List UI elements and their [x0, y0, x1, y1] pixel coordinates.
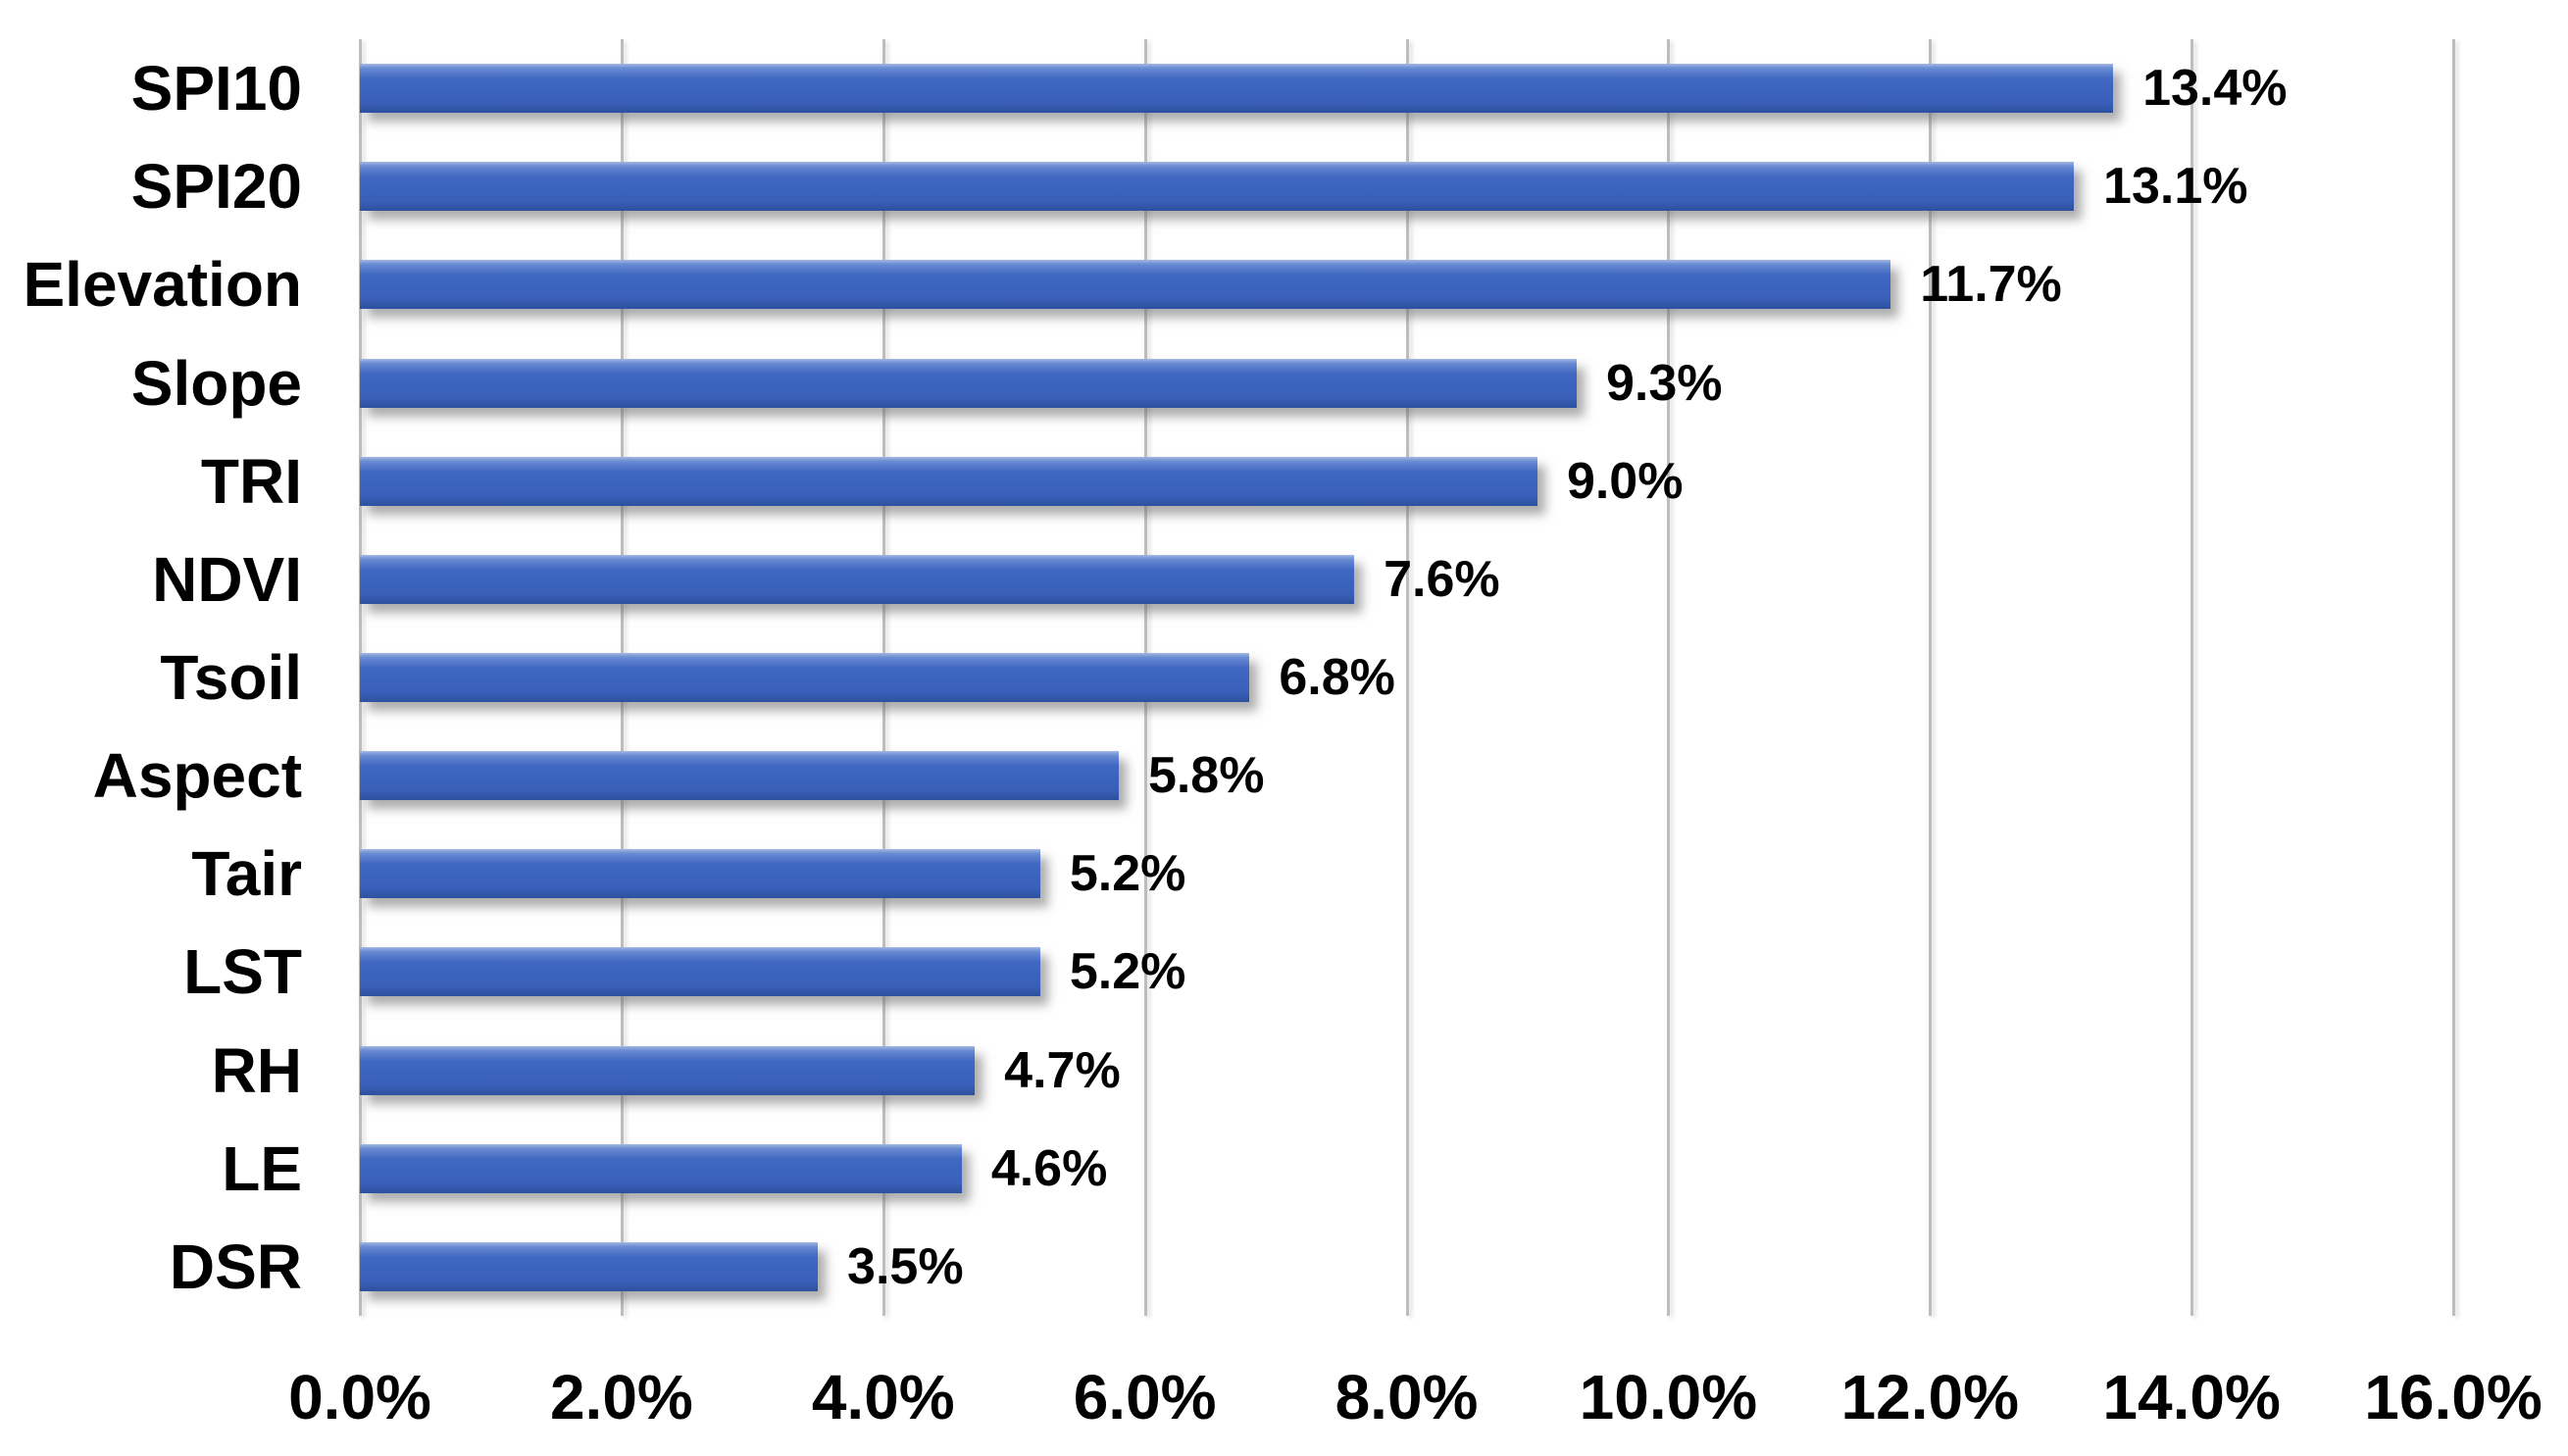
x-tick-label: 4.0%	[811, 1362, 955, 1432]
x-axis: 0.0% 2.0% 4.0% 6.0% 8.0% 10.0% 12.0% 14.0% 16.0%	[288, 1347, 2543, 1445]
bar-row: 4.7%	[360, 1022, 2453, 1120]
value-label: 6.8%	[1279, 648, 1395, 706]
gridline	[1405, 39, 1409, 1316]
bar-ndvi	[360, 554, 1355, 604]
category-label-ndvi: NDVI	[152, 543, 302, 615]
bar-tair	[360, 849, 1040, 899]
bar-row: 5.8%	[360, 727, 2453, 825]
bar-rh	[360, 1045, 976, 1095]
bar-spi10	[360, 64, 2114, 114]
category-label-spi20: SPI20	[130, 151, 302, 223]
bar-row: 6.8%	[360, 628, 2453, 727]
bar-elevation	[360, 260, 1891, 310]
x-tick-label: 12.0%	[1840, 1362, 2019, 1432]
value-label: 11.7%	[1920, 256, 2062, 314]
category-axis: SPI10 SPI20 Elevation Slope TRI NDVI Tsoil Aspe…	[0, 39, 302, 1316]
value-label: 5.2%	[1069, 943, 1186, 1001]
bar-row: 5.2%	[360, 825, 2453, 923]
bar-row: 7.6%	[360, 530, 2453, 628]
gridline	[1667, 39, 1671, 1316]
bar-row: 9.3%	[360, 333, 2453, 431]
category-label-tsoil: Tsoil	[160, 641, 302, 713]
value-label: 9.3%	[1605, 354, 1723, 412]
x-tick-label: 16.0%	[2364, 1362, 2543, 1432]
bar-aspect	[360, 751, 1119, 801]
category-label-rh: RH	[211, 1034, 302, 1106]
x-tick-label: 14.0%	[2102, 1362, 2281, 1432]
category-label-slope: Slope	[130, 347, 302, 419]
category-label-elevation: Elevation	[23, 249, 302, 321]
category-label-spi10: SPI10	[130, 53, 302, 125]
bar-row: 9.0%	[360, 432, 2453, 530]
bar-slope	[360, 358, 1577, 408]
x-tick-label: 6.0%	[1073, 1362, 1217, 1432]
bar-spi20	[360, 162, 2075, 212]
gridline	[1929, 39, 1933, 1316]
bar-row: 13.1%	[360, 137, 2453, 235]
x-tick-label: 8.0%	[1334, 1362, 1479, 1432]
x-tick-label: 10.0%	[1579, 1362, 1758, 1432]
value-label: 4.7%	[1004, 1041, 1121, 1099]
value-label: 4.6%	[990, 1139, 1108, 1197]
value-label: 3.5%	[847, 1237, 964, 1295]
gridline	[2190, 39, 2194, 1316]
plot-area: 13.4% 13.1% 11.7% 9.3% 9.0% 7.6% 6.8% 5.8% 5.2% 5…	[359, 39, 2455, 1316]
category-label-lst: LST	[183, 936, 302, 1008]
value-label: 9.0%	[1566, 452, 1684, 510]
category-label-aspect: Aspect	[92, 740, 302, 812]
bar-tsoil	[360, 652, 1250, 702]
bar-le	[360, 1143, 962, 1193]
value-label: 7.6%	[1384, 550, 1500, 608]
bar-dsr	[360, 1241, 819, 1291]
value-label: 13.1%	[2103, 158, 2248, 216]
category-label-tair: Tair	[191, 838, 302, 910]
value-label: 13.4%	[2142, 60, 2288, 118]
category-label-le: LE	[222, 1132, 302, 1204]
x-tick-label: 2.0%	[549, 1362, 693, 1432]
bar-tri	[360, 456, 1537, 506]
value-label: 5.8%	[1147, 747, 1265, 805]
bar-row: 13.4%	[360, 39, 2453, 137]
bar-lst	[360, 947, 1040, 997]
bar-row: 5.2%	[360, 923, 2453, 1021]
bar-row: 4.6%	[360, 1120, 2453, 1218]
category-label-tri: TRI	[200, 445, 302, 517]
x-tick-label: 0.0%	[288, 1362, 431, 1432]
gridline	[2452, 39, 2455, 1316]
bar-row: 3.5%	[360, 1218, 2453, 1316]
bar-row: 11.7%	[360, 235, 2453, 333]
category-label-dsr: DSR	[169, 1230, 302, 1302]
value-label: 5.2%	[1069, 845, 1186, 903]
